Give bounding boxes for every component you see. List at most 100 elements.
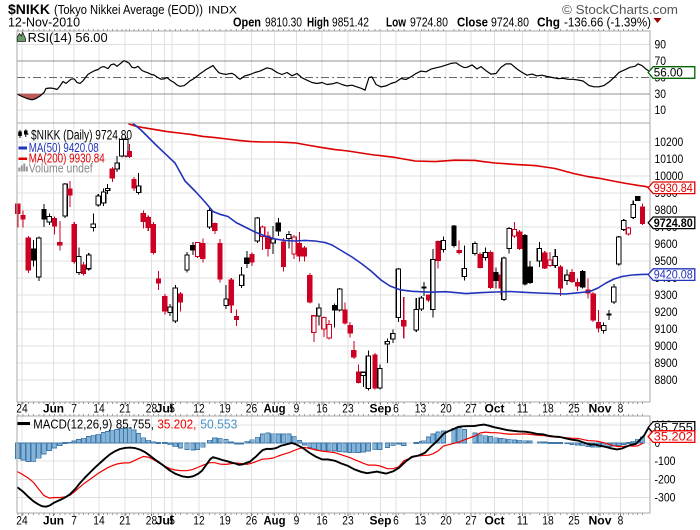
svg-text:-200: -200 — [655, 472, 676, 486]
svg-text:70: 70 — [655, 54, 667, 68]
svg-text:25: 25 — [568, 402, 580, 416]
svg-text:9: 9 — [294, 402, 300, 416]
svg-text:$NIKK (Daily) 9724.80: $NIKK (Daily) 9724.80 — [31, 128, 132, 143]
svg-text:-300: -300 — [655, 491, 676, 505]
svg-text:20: 20 — [440, 514, 452, 528]
svg-text:9724.80: 9724.80 — [491, 15, 529, 30]
svg-text:19: 19 — [219, 402, 231, 416]
svg-text:12: 12 — [193, 514, 205, 528]
svg-text:9800: 9800 — [655, 203, 678, 217]
svg-text:35.202: 35.202 — [654, 430, 693, 444]
svg-text:8900: 8900 — [655, 356, 678, 370]
svg-text:28: 28 — [146, 402, 158, 416]
svg-text:$NIKK: $NIKK — [8, 1, 50, 17]
svg-text:12: 12 — [193, 402, 205, 416]
svg-text:26: 26 — [246, 402, 258, 416]
svg-text:Chg: Chg — [537, 15, 560, 30]
svg-text:Sep: Sep — [370, 402, 392, 416]
svg-text:24: 24 — [16, 402, 28, 416]
svg-text:9724.80: 9724.80 — [410, 15, 448, 30]
svg-text:56.00: 56.00 — [654, 66, 683, 80]
svg-text:14: 14 — [93, 402, 105, 416]
svg-text:26: 26 — [246, 514, 258, 528]
svg-text:Nov: Nov — [589, 514, 612, 528]
svg-text:9420.08: 9420.08 — [654, 268, 693, 282]
svg-text:10100: 10100 — [655, 152, 684, 166]
svg-text:90: 90 — [655, 38, 667, 52]
svg-text:9200: 9200 — [655, 305, 678, 319]
svg-text:16: 16 — [316, 514, 328, 528]
svg-text:-136.66 (-1.39%): -136.66 (-1.39%) — [564, 15, 651, 30]
svg-text:10200: 10200 — [655, 135, 684, 149]
svg-text:11: 11 — [517, 514, 529, 528]
svg-text:Jun: Jun — [43, 514, 64, 528]
svg-text:MACD(12,26,9): MACD(12,26,9) — [33, 418, 112, 432]
svg-text:7: 7 — [71, 514, 77, 528]
svg-text:27: 27 — [465, 514, 477, 528]
svg-text:9000: 9000 — [655, 339, 678, 353]
svg-text:Jul: Jul — [156, 402, 174, 416]
svg-text:9100: 9100 — [655, 322, 678, 336]
svg-text:12-Nov-2010: 12-Nov-2010 — [8, 15, 80, 30]
svg-text:20: 20 — [440, 402, 452, 416]
svg-text:18: 18 — [542, 514, 554, 528]
svg-text:MA(50) 9420.08: MA(50) 9420.08 — [29, 141, 99, 155]
svg-text:9851.42: 9851.42 — [332, 15, 369, 30]
svg-text:7: 7 — [71, 402, 77, 416]
svg-text:INDX: INDX — [208, 5, 238, 17]
svg-text:5: 5 — [169, 514, 175, 528]
svg-text:Volume undef: Volume undef — [29, 162, 93, 176]
svg-text:16: 16 — [316, 402, 328, 416]
svg-text:13: 13 — [415, 402, 427, 416]
svg-text:-100: -100 — [655, 454, 676, 468]
svg-text:8800: 8800 — [655, 373, 678, 387]
svg-text:Sep: Sep — [370, 514, 392, 528]
svg-text:Close: Close — [457, 15, 488, 30]
svg-text:18: 18 — [542, 402, 554, 416]
svg-text:9: 9 — [294, 514, 300, 528]
svg-text:9300: 9300 — [655, 288, 678, 302]
svg-text:Nov: Nov — [589, 402, 612, 416]
svg-text:Aug: Aug — [264, 514, 286, 528]
svg-text:Oct: Oct — [485, 402, 505, 416]
svg-text:8: 8 — [618, 514, 624, 528]
svg-text:85.755,: 85.755, — [116, 418, 154, 432]
svg-text:50.553: 50.553 — [200, 418, 237, 432]
svg-text:(Tokyo Nikkei Average (EOD)): (Tokyo Nikkei Average (EOD)) — [54, 3, 203, 17]
svg-text:Low: Low — [386, 15, 407, 30]
svg-text:High: High — [307, 15, 329, 30]
svg-text:6: 6 — [393, 402, 399, 416]
svg-text:35.202,: 35.202, — [157, 418, 196, 432]
svg-text:10000: 10000 — [655, 169, 684, 183]
svg-text:9810.30: 9810.30 — [265, 15, 302, 30]
svg-text:19: 19 — [219, 514, 231, 528]
svg-text:21: 21 — [119, 514, 131, 528]
svg-text:Jun: Jun — [43, 402, 64, 416]
svg-text:25: 25 — [568, 514, 580, 528]
svg-text:5: 5 — [169, 402, 175, 416]
svg-text:23: 23 — [342, 402, 354, 416]
svg-text:8: 8 — [618, 402, 624, 416]
svg-text:13: 13 — [415, 514, 427, 528]
svg-text:Jul: Jul — [156, 514, 174, 528]
svg-text:© StockCharts.com: © StockCharts.com — [562, 3, 678, 17]
svg-text:RSI(14) 56.00: RSI(14) 56.00 — [28, 31, 108, 45]
svg-text:MA(200) 9930.84: MA(200) 9930.84 — [29, 152, 105, 166]
svg-text:10: 10 — [655, 103, 667, 117]
svg-text:28: 28 — [146, 514, 158, 528]
svg-text:9600: 9600 — [655, 237, 678, 251]
svg-text:21: 21 — [119, 402, 131, 416]
svg-text:9724.80: 9724.80 — [654, 216, 693, 230]
svg-text:6: 6 — [393, 514, 399, 528]
svg-text:Oct: Oct — [485, 514, 505, 528]
svg-text:Open: Open — [233, 15, 261, 30]
svg-text:9500: 9500 — [655, 254, 678, 268]
svg-text:24: 24 — [16, 514, 28, 528]
svg-text:9930.84: 9930.84 — [654, 181, 693, 195]
svg-text:11: 11 — [517, 402, 529, 416]
svg-text:27: 27 — [465, 402, 477, 416]
svg-text:14: 14 — [93, 514, 105, 528]
svg-text:30: 30 — [655, 87, 667, 101]
svg-text:23: 23 — [342, 514, 354, 528]
svg-text:Aug: Aug — [264, 402, 286, 416]
